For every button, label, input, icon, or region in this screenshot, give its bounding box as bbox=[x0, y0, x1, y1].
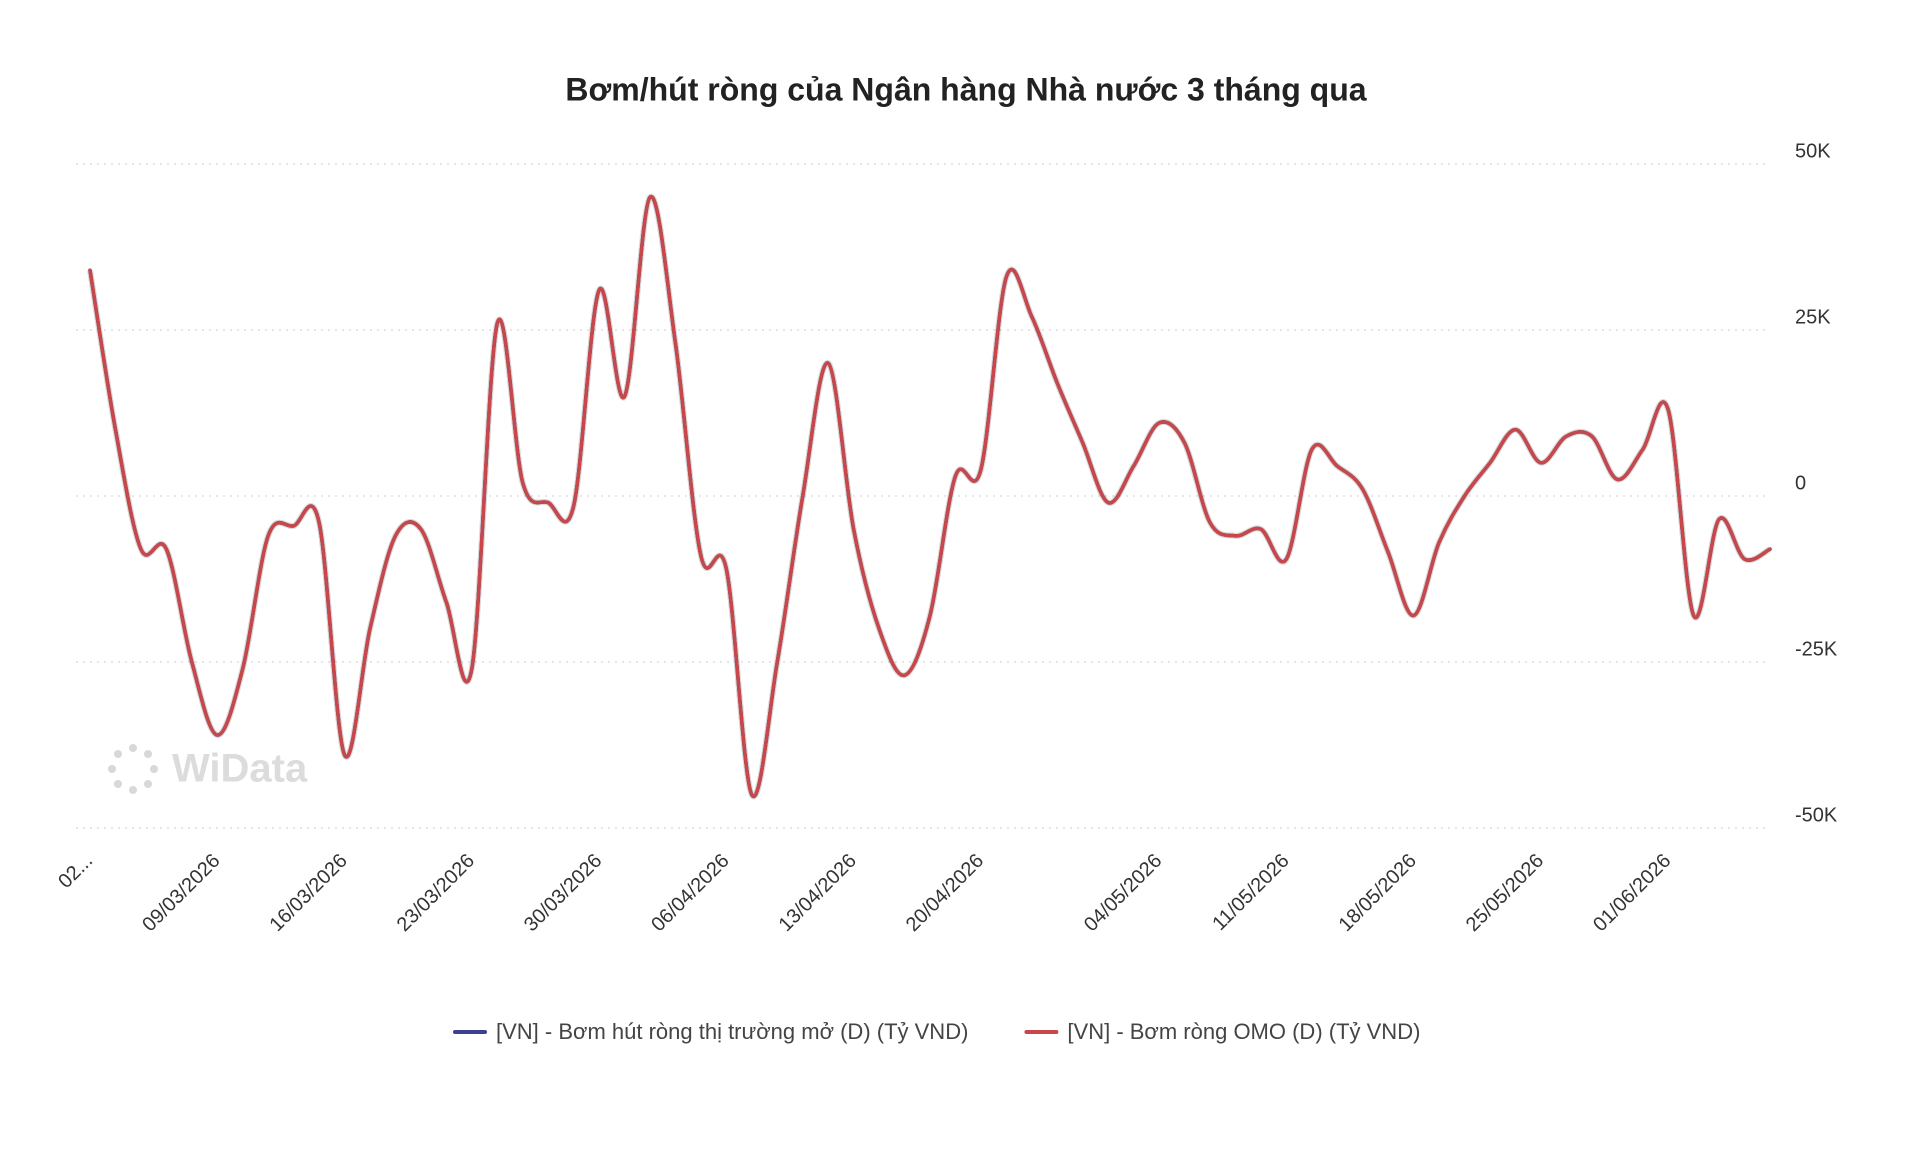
x-tick-label: 25/05/2026 bbox=[1462, 850, 1548, 936]
y-tick-label: 50K bbox=[1795, 140, 1831, 162]
chart-title: Bơm/hút ròng của Ngân hàng Nhà nước 3 th… bbox=[565, 71, 1366, 107]
y-tick-label: 25K bbox=[1795, 306, 1831, 328]
legend-label: [VN] - Bơm ròng OMO (D) (Tỷ VND) bbox=[1067, 1019, 1420, 1044]
y-tick-label: -50K bbox=[1795, 804, 1838, 826]
x-tick-label: 02... bbox=[54, 850, 97, 893]
x-tick-label: 16/03/2026 bbox=[265, 850, 351, 936]
x-tick-label: 09/03/2026 bbox=[138, 850, 224, 936]
y-tick-label: 0 bbox=[1795, 472, 1806, 494]
x-tick-label: 20/04/2026 bbox=[902, 850, 988, 936]
watermark-logo bbox=[108, 744, 158, 794]
x-tick-label: 18/05/2026 bbox=[1335, 850, 1421, 936]
x-tick-label: 06/04/2026 bbox=[647, 850, 733, 936]
x-tick-label: 23/03/2026 bbox=[393, 850, 479, 936]
x-tick-label: 04/05/2026 bbox=[1080, 850, 1166, 936]
watermark: WiData bbox=[172, 747, 308, 791]
legend-label: [VN] - Bơm hút ròng thị trường mở (D) (T… bbox=[496, 1019, 968, 1044]
x-tick-label: 13/04/2026 bbox=[775, 850, 861, 936]
series-line bbox=[88, 195, 1772, 799]
y-tick-label: -25K bbox=[1795, 638, 1838, 660]
x-tick-label: 01/06/2026 bbox=[1589, 850, 1675, 936]
x-tick-label: 30/03/2026 bbox=[520, 850, 606, 936]
x-tick-label: 11/05/2026 bbox=[1208, 850, 1293, 935]
